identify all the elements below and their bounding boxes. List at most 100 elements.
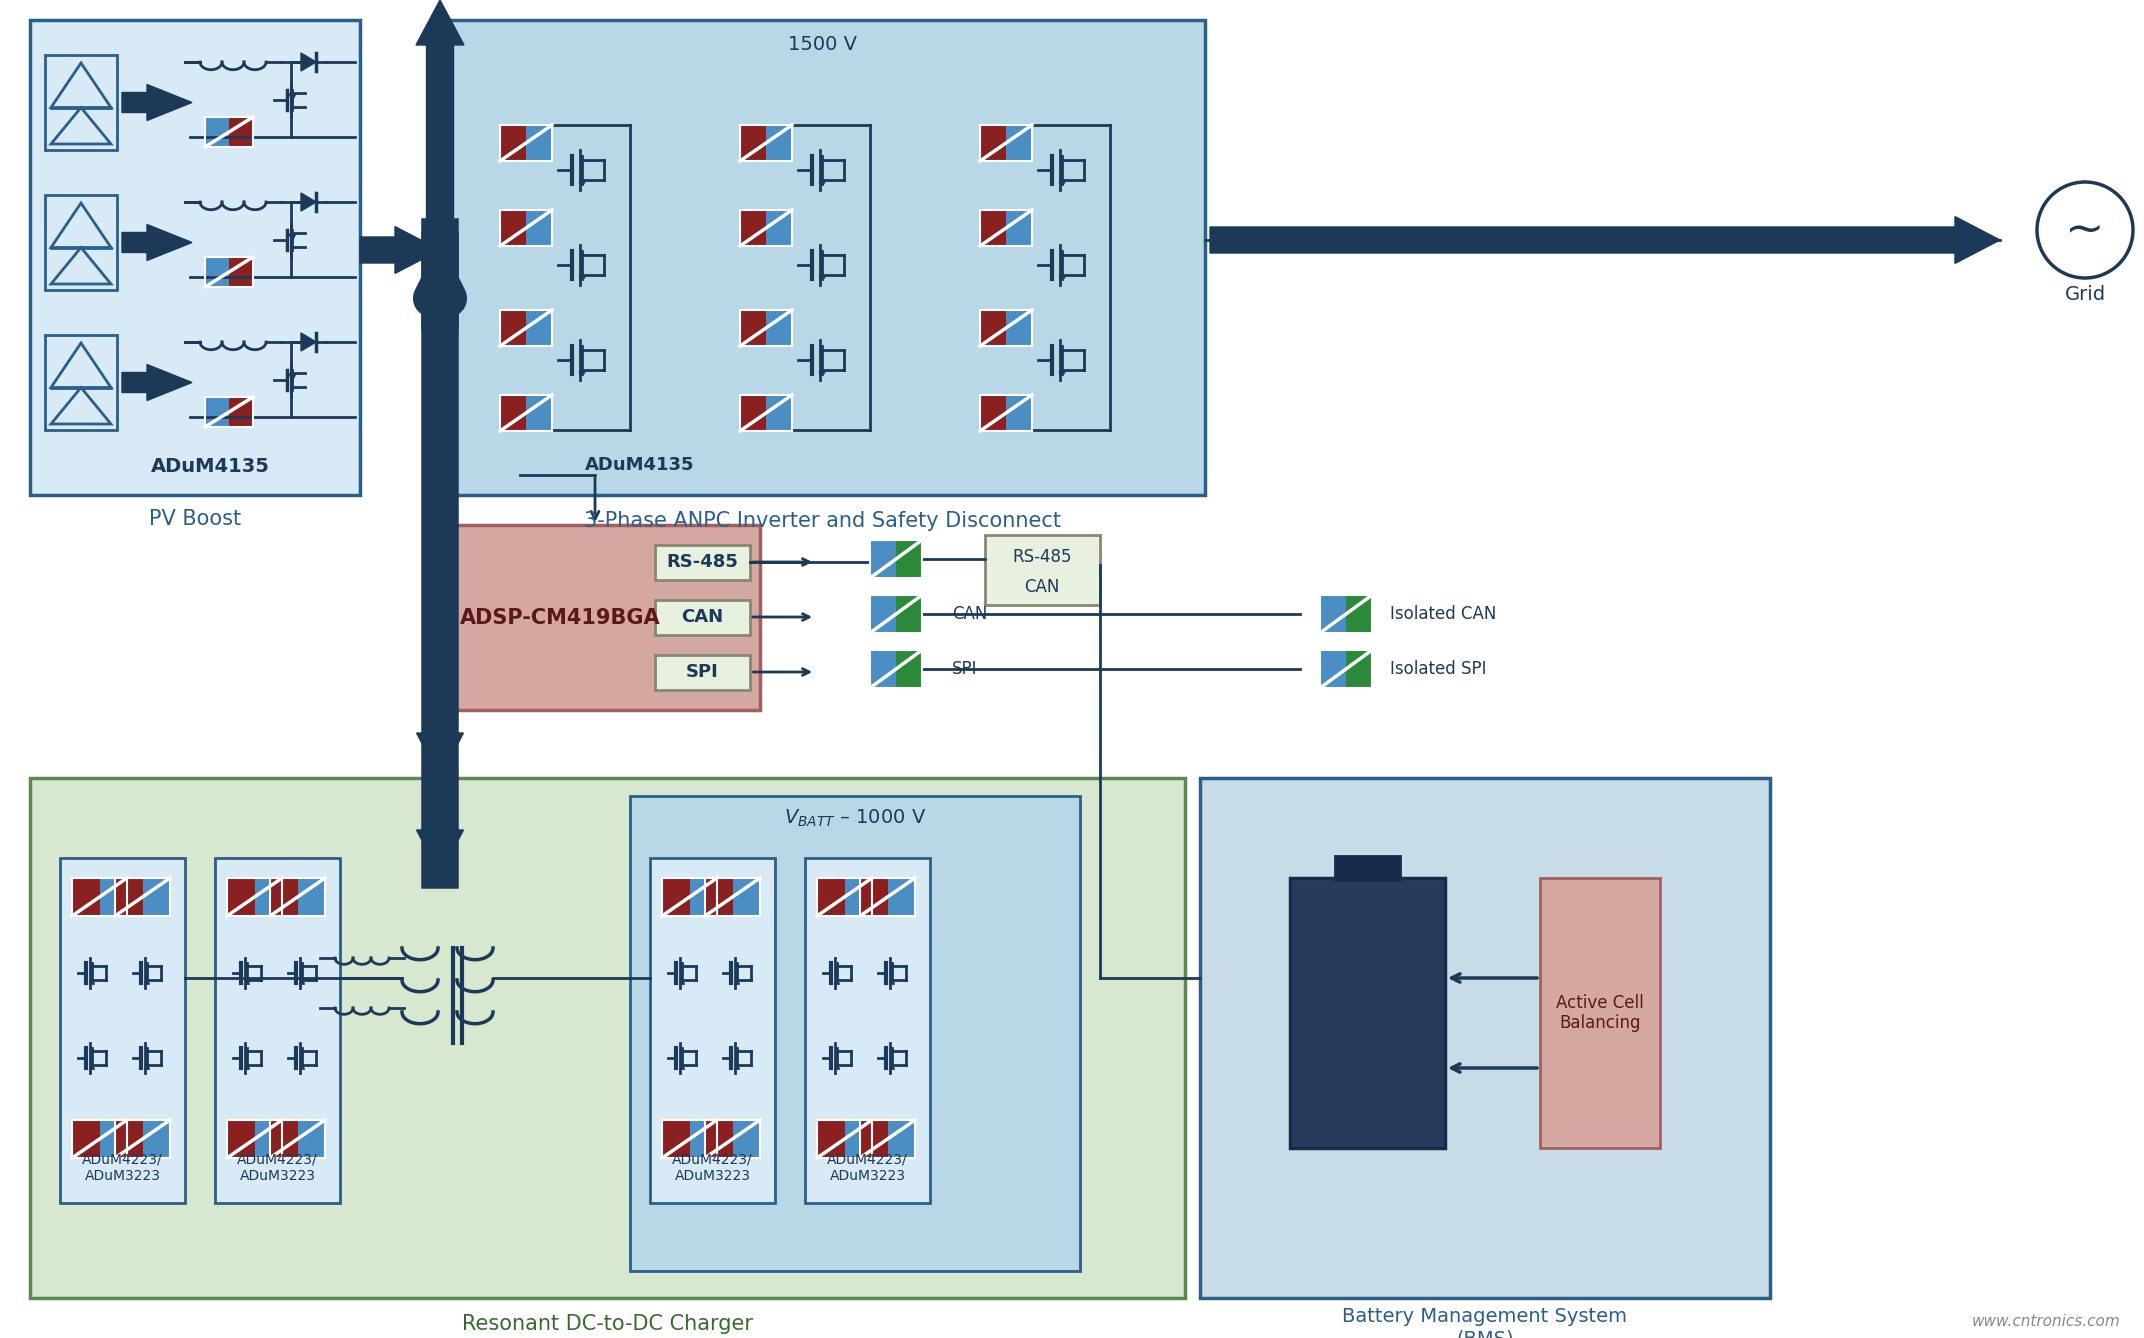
Bar: [662, 878, 716, 917]
Text: ADuM4135: ADuM4135: [585, 456, 695, 474]
Text: Battery Management System
(BMS): Battery Management System (BMS): [1342, 1307, 1627, 1338]
Text: ADuM4223/
ADuM3223: ADuM4223/ ADuM3223: [81, 1153, 163, 1183]
Bar: [765, 395, 791, 431]
Bar: [206, 397, 253, 427]
Bar: [690, 1120, 716, 1157]
Bar: [270, 1120, 326, 1157]
Bar: [1346, 650, 1372, 688]
Bar: [500, 210, 551, 246]
Bar: [845, 878, 873, 917]
Bar: [1321, 650, 1372, 688]
Text: PV Boost: PV Boost: [148, 508, 240, 529]
Bar: [705, 878, 733, 917]
Bar: [980, 124, 1031, 161]
Bar: [30, 777, 1186, 1298]
Bar: [206, 257, 253, 286]
Bar: [500, 310, 525, 347]
Bar: [45, 195, 118, 290]
Bar: [270, 1120, 298, 1157]
Bar: [206, 257, 229, 286]
Bar: [817, 878, 873, 917]
Bar: [817, 1120, 845, 1157]
Circle shape: [2037, 182, 2133, 278]
Bar: [984, 535, 1100, 605]
Bar: [860, 1120, 915, 1157]
Bar: [1539, 878, 1659, 1148]
Text: CAN: CAN: [1025, 578, 1059, 595]
Bar: [980, 210, 1006, 246]
Text: ADuM4135: ADuM4135: [150, 458, 270, 476]
Bar: [740, 124, 765, 161]
Bar: [870, 650, 896, 688]
Bar: [662, 1120, 716, 1157]
Text: 3-Phase ANPC Inverter and Safety Disconnect: 3-Phase ANPC Inverter and Safety Disconn…: [583, 511, 1061, 531]
Bar: [1321, 650, 1346, 688]
Text: SPI: SPI: [686, 664, 718, 681]
Bar: [980, 124, 1006, 161]
Bar: [980, 210, 1031, 246]
Text: RS-485: RS-485: [667, 553, 738, 571]
Bar: [656, 599, 750, 636]
Bar: [804, 858, 930, 1203]
Bar: [980, 395, 1031, 431]
Text: www.cntronics.com: www.cntronics.com: [1970, 1314, 2120, 1330]
FancyArrow shape: [360, 226, 440, 273]
FancyArrow shape: [122, 84, 193, 120]
Bar: [870, 541, 922, 578]
FancyArrow shape: [416, 714, 463, 777]
Bar: [662, 878, 690, 917]
Bar: [740, 210, 791, 246]
Bar: [888, 1120, 915, 1157]
Bar: [500, 310, 551, 347]
Bar: [1336, 856, 1400, 880]
Bar: [656, 545, 750, 579]
Bar: [30, 20, 360, 495]
Bar: [870, 595, 896, 633]
Text: $V_{BATT}$ – 1000 V: $V_{BATT}$ – 1000 V: [785, 807, 926, 828]
FancyArrow shape: [122, 364, 193, 400]
Bar: [1346, 595, 1372, 633]
Bar: [705, 878, 759, 917]
Bar: [817, 1120, 873, 1157]
Bar: [740, 310, 765, 347]
Bar: [860, 878, 888, 917]
Bar: [1201, 777, 1771, 1298]
Text: ADuM4223/
ADuM3223: ADuM4223/ ADuM3223: [828, 1153, 907, 1183]
Bar: [733, 1120, 759, 1157]
Bar: [298, 878, 326, 917]
Bar: [227, 1120, 283, 1157]
Text: ADuM4223/
ADuM3223: ADuM4223/ ADuM3223: [238, 1153, 317, 1183]
Bar: [500, 395, 551, 431]
FancyArrow shape: [416, 800, 463, 875]
Bar: [431, 524, 759, 710]
Bar: [73, 878, 99, 917]
Bar: [440, 20, 1205, 495]
Bar: [255, 1120, 283, 1157]
FancyArrow shape: [416, 0, 463, 250]
Text: CAN: CAN: [682, 607, 723, 626]
Bar: [116, 1120, 169, 1157]
Bar: [888, 878, 915, 917]
Bar: [860, 1120, 888, 1157]
Bar: [229, 257, 253, 286]
Bar: [227, 1120, 255, 1157]
Text: 1500 V: 1500 V: [789, 35, 858, 54]
Bar: [705, 1120, 733, 1157]
Bar: [705, 1120, 759, 1157]
Bar: [227, 878, 255, 917]
Text: Resonant DC-to-DC Charger: Resonant DC-to-DC Charger: [461, 1314, 753, 1334]
Bar: [765, 124, 791, 161]
Text: ADSP-CM419BGA: ADSP-CM419BGA: [459, 607, 660, 628]
Bar: [650, 858, 774, 1203]
Bar: [740, 310, 791, 347]
Bar: [229, 397, 253, 427]
Bar: [845, 1120, 873, 1157]
Bar: [525, 310, 551, 347]
Bar: [60, 858, 184, 1203]
FancyArrow shape: [1209, 217, 2000, 264]
Text: Grid: Grid: [2065, 285, 2105, 305]
Bar: [980, 310, 1006, 347]
Bar: [870, 650, 922, 688]
Bar: [656, 656, 750, 690]
Bar: [870, 541, 896, 578]
